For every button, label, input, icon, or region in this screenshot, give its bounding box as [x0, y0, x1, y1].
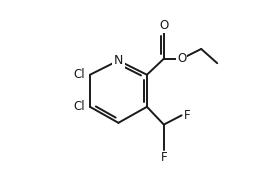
- Text: Cl: Cl: [74, 68, 86, 81]
- Text: N: N: [114, 54, 123, 67]
- Text: Cl: Cl: [74, 100, 86, 113]
- Text: O: O: [159, 19, 168, 32]
- Text: F: F: [183, 109, 190, 122]
- Text: O: O: [177, 52, 186, 65]
- Text: F: F: [160, 151, 167, 164]
